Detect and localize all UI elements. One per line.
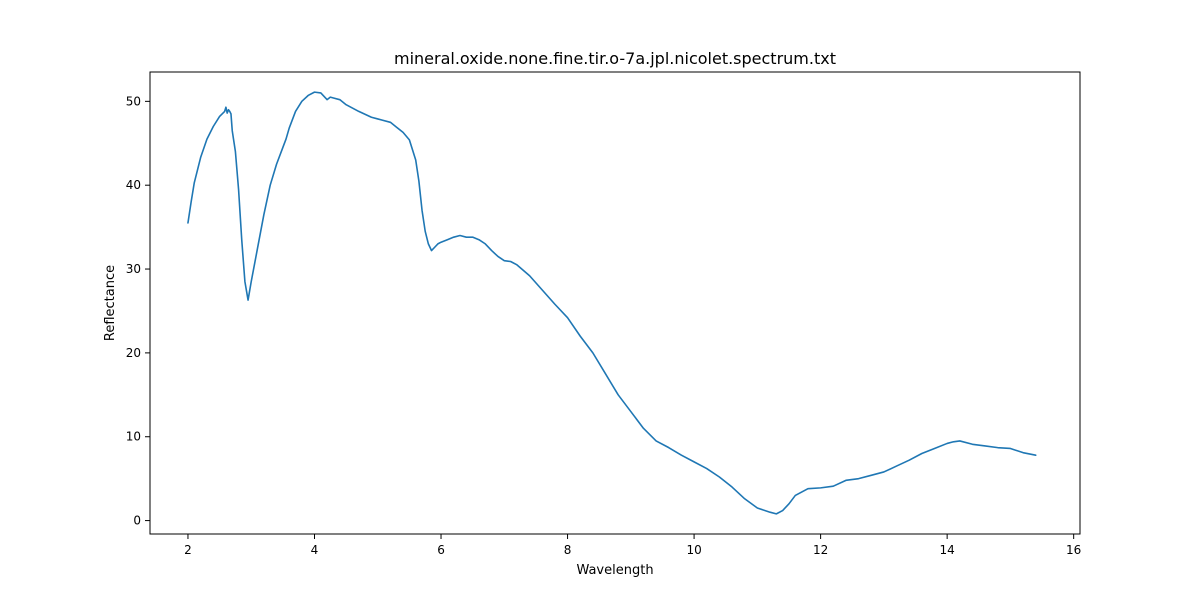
axes-frame (149, 71, 1081, 535)
series-layer (187, 91, 1037, 515)
plot-area: 2 4 6 8 10 12 14 16 0 10 20 30 40 50 (126, 71, 1081, 557)
series-line-0 (187, 91, 1037, 515)
chart-title: mineral.oxide.none.fine.tir.o-7a.jpl.nic… (394, 49, 836, 68)
x-axis-label: Wavelength (576, 563, 653, 578)
x-tick-label: 12 (813, 543, 828, 557)
y-tick-label: 50 (126, 94, 141, 108)
x-tick-label: 16 (1066, 543, 1081, 557)
y-tick-label: 20 (126, 346, 141, 360)
y-axis-label: Reflectance (103, 265, 118, 341)
x-tick-label: 10 (686, 543, 701, 557)
y-tick-label: 40 (126, 178, 141, 192)
y-tick-label: 10 (126, 430, 141, 444)
x-tick-label: 14 (940, 543, 955, 557)
x-tick-label: 4 (311, 543, 319, 557)
y-axis-ticks: 0 10 20 30 40 50 (126, 94, 150, 528)
x-tick-label: 6 (437, 543, 445, 557)
y-tick-label: 30 (126, 262, 141, 276)
x-axis-ticks: 2 4 6 8 10 12 14 16 (184, 534, 1081, 557)
x-tick-label: 8 (564, 543, 572, 557)
x-tick-label: 2 (184, 543, 192, 557)
y-tick-label: 0 (133, 514, 141, 528)
